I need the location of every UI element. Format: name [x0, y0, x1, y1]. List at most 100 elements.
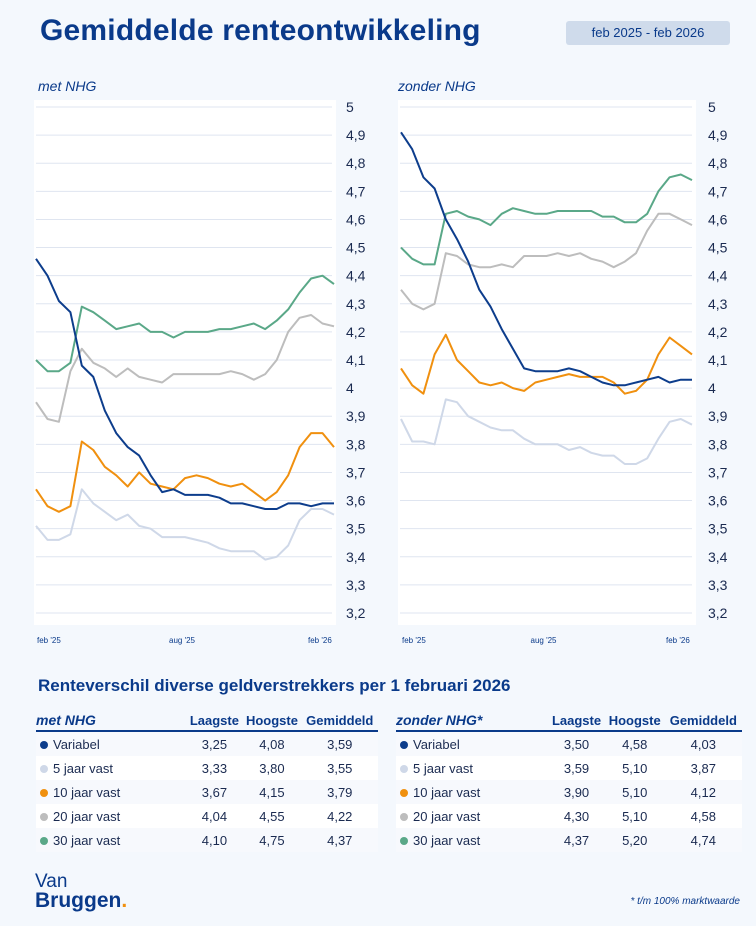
table-row: 5 jaar vast 3,59 5,10 3,87: [396, 756, 742, 780]
row-label: 10 jaar vast: [413, 784, 481, 800]
table-row: 10 jaar vast 3,67 4,15 3,79: [36, 780, 378, 804]
y-tick-label: 4,9: [708, 127, 728, 143]
cell-value: 3,90: [548, 780, 605, 804]
series-line-10-jaar-vast: [35, 432, 335, 513]
cell-value: 5,10: [604, 780, 665, 804]
y-tick-label: 4,7: [346, 183, 366, 199]
cell-value: 3,59: [301, 731, 378, 756]
cell-value: 4,55: [242, 804, 302, 828]
y-tick-label: 3,6: [708, 493, 728, 509]
row-label: 5 jaar vast: [413, 760, 473, 776]
table-title: met NHG: [36, 710, 187, 732]
cell-value: 3,25: [186, 731, 243, 756]
y-tick-label: 3,9: [708, 408, 728, 424]
logo-line1: Van: [35, 871, 68, 892]
table-row: Variabel 3,50 4,58 4,03: [396, 731, 742, 756]
cell-value: 5,10: [604, 756, 665, 780]
chart-title-zonder-nhg: zonder NHG: [398, 78, 476, 94]
series-line-5-jaar-vast: [35, 488, 335, 561]
y-tick-label: 4,4: [346, 268, 366, 284]
y-tick-label: 3,4: [346, 549, 366, 565]
y-tick-label: 4,1: [708, 352, 728, 368]
y-tick-label: 3,7: [346, 464, 366, 480]
y-tick-label: 4: [708, 380, 716, 396]
plot-area: [398, 100, 696, 625]
cell-value: 3,33: [186, 756, 243, 780]
y-tick-label: 3,3: [346, 577, 366, 593]
cell-value: 4,37: [548, 828, 605, 852]
y-tick-label: 5: [346, 99, 354, 115]
x-tick-label: feb '26: [308, 636, 332, 645]
cell-value: 4,22: [301, 804, 378, 828]
y-tick-label: 4: [346, 380, 354, 396]
cell-value: 3,87: [664, 756, 742, 780]
cell-value: 4,58: [664, 804, 742, 828]
y-tick-label: 4,5: [708, 240, 728, 256]
row-label: Variabel: [413, 736, 460, 752]
cell-value: 3,50: [548, 731, 605, 756]
row-label: 20 jaar vast: [413, 808, 481, 824]
y-tick-label: 4,5: [346, 240, 366, 256]
section-title: Renteverschil diverse geldverstrekkers p…: [38, 676, 511, 695]
y-tick-label: 5: [708, 99, 716, 115]
cell-value: 4,15: [242, 780, 302, 804]
y-tick-label: 3,6: [346, 493, 366, 509]
cell-value: 3,80: [242, 756, 302, 780]
y-tick-label: 4,2: [346, 324, 366, 340]
legend-dot-icon: [40, 764, 48, 773]
y-tick-label: 4,6: [708, 211, 728, 227]
y-tick-label: 4,8: [708, 155, 728, 171]
plot-area: [34, 100, 336, 625]
cell-value: 4,30: [548, 804, 605, 828]
table-title: zonder NHG*: [396, 710, 549, 732]
series-line-30-jaar-vast: [400, 173, 693, 266]
y-tick-label: 3,9: [346, 408, 366, 424]
table-header: met NHG Laagste Hoogste Gemiddeld: [36, 710, 378, 732]
cell-value: 3,79: [301, 780, 378, 804]
series-line-30-jaar-vast: [35, 274, 335, 373]
row-label: 30 jaar vast: [413, 832, 481, 848]
y-tick-label: 4,4: [708, 268, 728, 284]
legend-dot-icon: [40, 740, 48, 749]
legend-dot-icon: [40, 836, 48, 845]
y-tick-label: 3,3: [708, 577, 728, 593]
row-label: 10 jaar vast: [53, 784, 121, 800]
period-badge: feb 2025 - feb 2026: [566, 21, 730, 45]
chart-0: 5 4,9 4,8 4,7 4,6 4,5 4,4 4,3 4,2 4,1 4 3,9 3,8 3,7 3,…: [34, 99, 366, 645]
cell-value: 4,58: [604, 731, 665, 756]
cell-value: 4,10: [186, 828, 243, 852]
legend-dot-icon: [400, 740, 408, 749]
series-line-variabel: [35, 258, 334, 510]
cell-value: 4,37: [301, 828, 378, 852]
y-tick-label: 4,3: [346, 296, 366, 312]
legend-dot-icon: [400, 764, 408, 773]
cell-value: 4,08: [242, 731, 302, 756]
y-tick-label: 3,8: [708, 436, 728, 452]
row-label: 30 jaar vast: [53, 832, 121, 848]
cell-value: 3,67: [186, 780, 243, 804]
y-tick-label: 4,3: [708, 296, 728, 312]
van-bruggen-logo: Van Bruggen.: [35, 871, 127, 912]
cell-value: 4,03: [664, 731, 742, 756]
table-row: 20 jaar vast 4,30 5,10 4,58: [396, 804, 742, 828]
legend-dot-icon: [40, 788, 48, 797]
column-header: Laagste: [548, 710, 605, 732]
row-label: Variabel: [53, 736, 100, 752]
x-tick-label: feb '26: [666, 636, 690, 645]
x-tick-label: feb '25: [37, 636, 61, 645]
logo-line2: Bruggen: [35, 889, 122, 912]
y-tick-label: 4,2: [708, 324, 728, 340]
cell-value: 5,10: [604, 804, 665, 828]
y-tick-label: 3,7: [708, 464, 728, 480]
column-header: Hoogste: [604, 710, 665, 732]
column-header: Gemiddeld: [301, 710, 378, 732]
series-line-variabel: [400, 131, 692, 387]
series-line-20-jaar-vast: [35, 314, 335, 423]
table-row: 30 jaar vast 4,37 5,20 4,74: [396, 828, 742, 852]
chart-1: 5 4,9 4,8 4,7 4,6 4,5 4,4 4,3 4,2 4,1 4 3,9 3,8 3,7 3,…: [398, 99, 728, 645]
y-tick-label: 4,6: [346, 211, 366, 227]
series-line-20-jaar-vast: [400, 212, 693, 311]
y-tick-label: 4,9: [346, 127, 366, 143]
cell-value: 4,12: [664, 780, 742, 804]
row-label: 20 jaar vast: [53, 808, 121, 824]
